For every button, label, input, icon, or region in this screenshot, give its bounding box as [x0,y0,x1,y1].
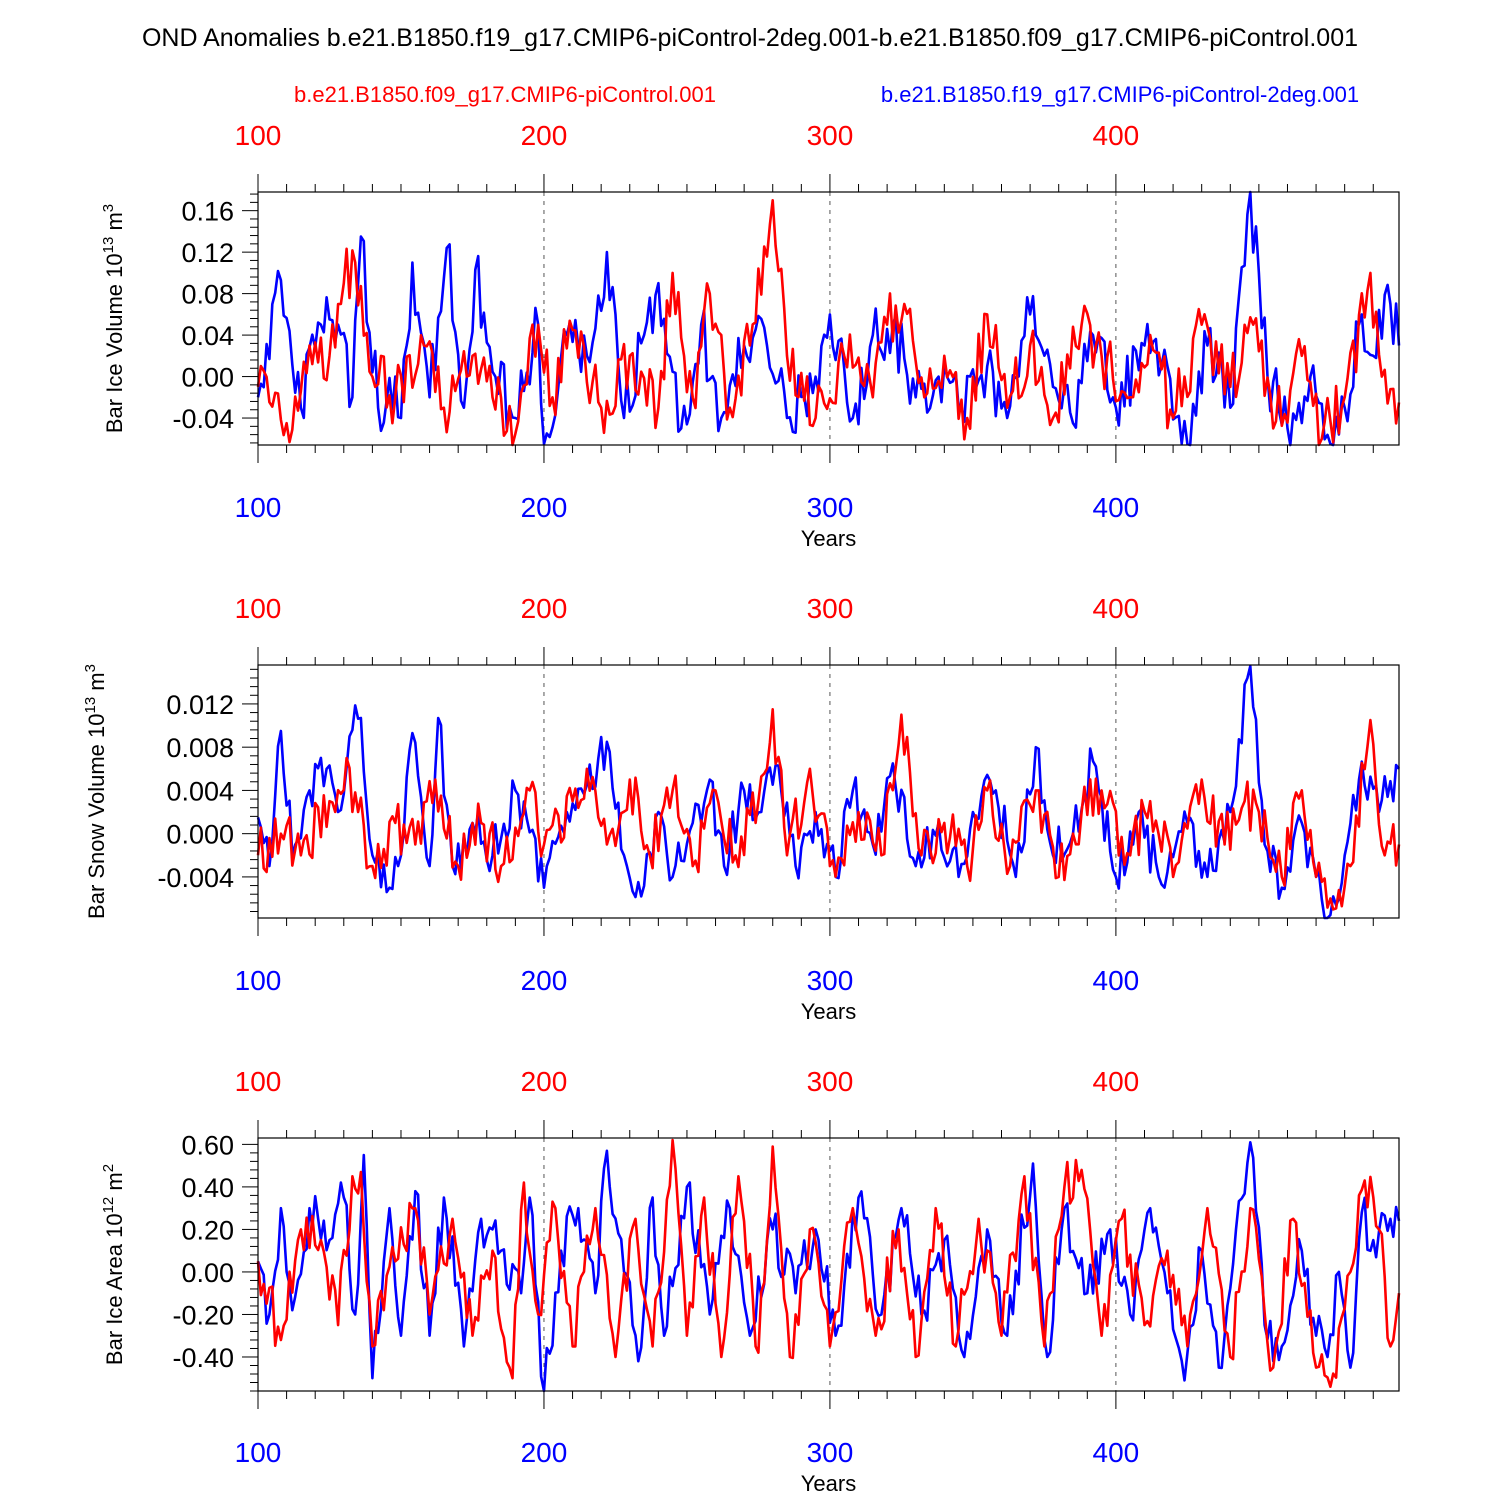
y-axis-label-part: 10 [102,1213,127,1237]
x-tick-label-top: 100 [235,1066,282,1097]
x-tick-label-top: 100 [235,120,282,151]
x-tick-label-top: 200 [521,593,568,624]
x-axis-label: Years [801,999,856,1024]
chart-panel-1: 100 100 200 200 300 300 400 400 Years -0.04 0.00 0.… [100,120,1401,551]
x-tick-label-bottom: 400 [1093,1437,1140,1468]
x-tick-label-bottom: 200 [521,1437,568,1468]
y-axis-label-part: 10 [84,714,109,738]
y-tick-label: -0.20 [172,1300,234,1330]
x-tick-label-top: 100 [235,593,282,624]
x-tick-label-bottom: 200 [521,492,568,523]
legend-red-label: b.e21.B1850.f09_g17.CMIP6-piControl.001 [294,82,716,107]
y-axis-label-part: m [102,212,127,236]
chart-panels: 100 100 200 200 300 300 400 400 Years -0.04 0.00 0.… [82,120,1401,1496]
y-tick-label: 0.20 [181,1215,234,1245]
series-line-red [256,708,1401,911]
y-tick-label: 0.008 [166,733,234,763]
x-tick-label-bottom: 100 [235,1437,282,1468]
y-axis-label: Bar Ice Volume 1013 m3 [100,204,127,433]
y-axis-label: Bar Ice Area 1012 m2 [100,1164,127,1365]
x-tick-label-bottom: 100 [235,492,282,523]
plot-frame [257,1137,1400,1392]
y-tick-label: 0.60 [181,1130,234,1160]
x-tick-label-top: 400 [1093,1066,1140,1097]
x-axis-label: Years [801,526,856,551]
legend-blue-label: b.e21.B1850.f19_g17.CMIP6-piControl-2deg… [881,82,1359,107]
y-tick-label: -0.40 [172,1343,234,1373]
plot-frame [257,664,1400,919]
y-axis-label-part: Bar Snow Volume [84,738,109,919]
x-tick-label-top: 300 [807,1066,854,1097]
y-tick-label: 0.16 [181,197,234,227]
y-tick-label: 0.12 [181,238,234,268]
x-tick-label-bottom: 300 [807,1437,854,1468]
series-line-blue [256,1141,1401,1393]
x-tick-label-bottom: 300 [807,492,854,523]
x-tick-label-top: 200 [521,120,568,151]
y-tick-label: 0.40 [181,1173,234,1203]
y-tick-label: 0.000 [166,820,234,850]
chart-panel-2: 100 100 200 200 300 300 400 400 Years -0.004 0.000… [82,593,1401,1024]
x-tick-label-bottom: 300 [807,965,854,996]
y-axis-label: Bar Snow Volume 1013 m3 [82,664,109,919]
chart-title: OND Anomalies b.e21.B1850.f19_g17.CMIP6-… [142,24,1358,52]
y-tick-label: 0.00 [181,1258,234,1288]
y-axis-label-part: 3 [100,204,117,212]
y-axis-label-part: Bar Ice Area [102,1238,127,1365]
x-tick-label-top: 400 [1093,593,1140,624]
x-tick-label-bottom: 100 [235,965,282,996]
series-line-red [256,1138,1401,1388]
y-axis-label-part: m [84,672,109,696]
y-tick-label: 0.08 [181,280,234,310]
y-axis-label-part: Bar Ice Volume [102,278,127,433]
y-axis-label-part: 10 [102,253,127,277]
y-axis-label-part: 13 [100,237,117,254]
x-tick-label-bottom: 400 [1093,492,1140,523]
series-line-red [256,199,1401,447]
y-tick-label: 0.04 [181,321,234,351]
chart-panel-3: 100 100 200 200 300 300 400 400 Years -0.40 -0.20 0… [100,1066,1401,1496]
x-axis-label: Years [801,1471,856,1496]
x-tick-label-bottom: 400 [1093,965,1140,996]
y-axis-label-part: 13 [82,697,99,714]
x-tick-label-top: 300 [807,120,854,151]
y-tick-label: 0.004 [166,776,234,806]
x-tick-label-top: 200 [521,1066,568,1097]
x-tick-label-bottom: 200 [521,965,568,996]
y-tick-label: 0.00 [181,363,234,393]
y-axis-label-part: 2 [100,1164,117,1172]
y-tick-label: -0.04 [172,404,234,434]
y-tick-label: 0.012 [166,690,234,720]
y-axis-label-part: m [102,1172,127,1196]
y-tick-label: -0.004 [157,863,234,893]
y-axis-label-part: 12 [100,1197,117,1214]
y-axis-label-part: 3 [82,664,99,672]
x-tick-label-top: 400 [1093,120,1140,151]
x-tick-label-top: 300 [807,593,854,624]
